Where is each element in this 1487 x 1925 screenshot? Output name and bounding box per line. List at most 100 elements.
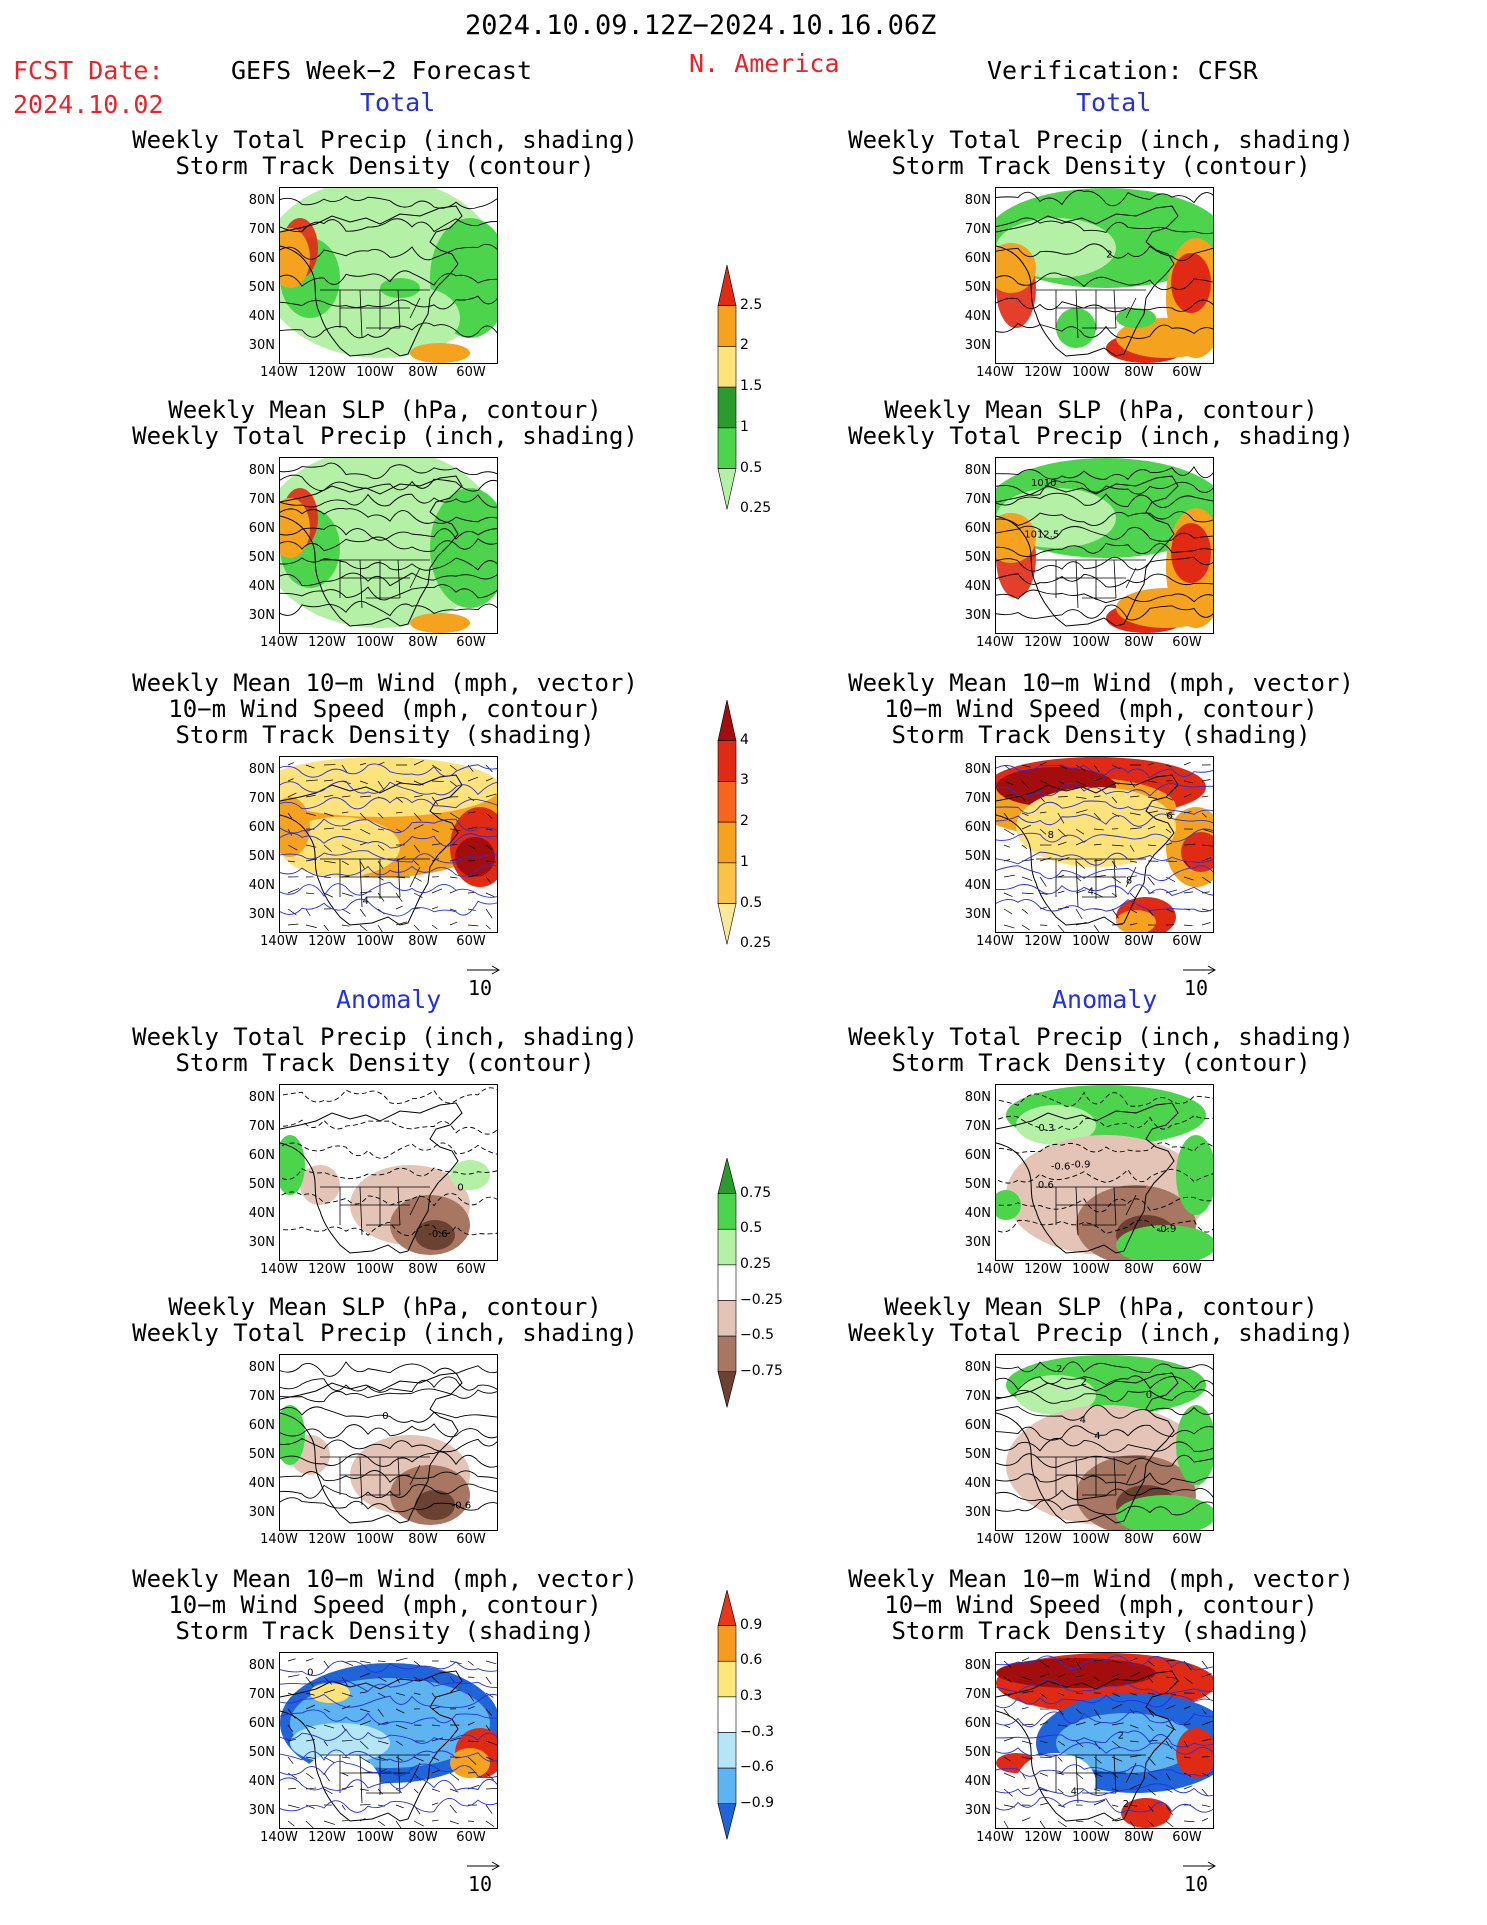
obs-anom-wind-contour-label: 2 [1123,1799,1129,1810]
colorbar-storm_anom-label: −0.6 [740,1759,774,1776]
fc-anom-slp-lat-label: 30N [248,1505,275,1520]
verification-title: Verification: CFSR [987,56,1258,85]
colorbar-precip_total-label: 1.5 [740,378,763,395]
fc-anom-slp-title-line-2: Weekly Total Precip (inch, shading) [132,1319,638,1347]
colorbar-precip_total-label: 2 [740,337,749,354]
obs-total-slp-lon-label: 80W [1124,635,1154,650]
fc-total-wind-lat-label: 40N [248,878,275,893]
obs-anom-precip-lon-label: 60W [1172,1262,1202,1277]
obs-anom-wind-lon-label: 100W [1072,1830,1110,1845]
obs-anom-wind-lon-label: 140W [976,1830,1014,1845]
obs-anom-wind-lon-label: 80W [1124,1830,1154,1845]
obs-total-precip-lat-label: 70N [964,222,991,237]
colorbar-storm_total-label: 2 [740,813,749,830]
fc-total-slp-lat-label: 80N [248,463,275,478]
fc-anom-precip-lon-label: 80W [408,1262,438,1277]
fc-anom-slp-contour-label: -0.6 [452,1500,472,1511]
fc-anom-wind-lon-label: 100W [356,1830,394,1845]
fc-total-slp-lon-label: 80W [408,635,438,650]
fc-total-precip-lat-label: 40N [248,309,275,324]
colorbar-precip_anom [717,1158,737,1408]
fc-total-wind-lat-label: 70N [248,791,275,806]
obs-anom-slp-lat-label: 60N [964,1418,991,1433]
obs-anom-precip-lon-label: 120W [1024,1262,1062,1277]
colorbar-storm_anom-label: −0.3 [740,1723,774,1740]
obs-anom-wind-lat-label: 40N [964,1774,991,1789]
obs-anom-precip-map: -0.6 -0.9 0.3 -0.9 0.6 [995,1084,1214,1261]
fc-anom-slp-title-line-1: Weekly Mean SLP (hPa, contour) [168,1293,602,1321]
obs-total-slp-contour-label: 1012.5 [1024,530,1059,541]
fc-anom-slp-lon-label: 60W [456,1532,486,1547]
fc-total-wind-reference-vector-label: 10 [468,976,493,1000]
obs-total-precip-title-line-2: Storm Track Density (contour) [891,152,1311,180]
fc-anom-precip-lat-label: 30N [248,1235,275,1250]
fc-total-wind-title-line-2: 10−m Wind Speed (mph, contour) [168,695,602,723]
obs-anom-wind-map-graphic: 4 2 2 [996,1653,1213,1828]
obs-total-precip-lon-label: 60W [1172,365,1202,380]
fc-anom-wind-map: 0 [279,1652,498,1829]
fc-anom-precip-lat-label: 50N [248,1177,275,1192]
obs-total-slp-lat-label: 50N [964,550,991,565]
obs-total-wind-lon-label: 80W [1124,934,1154,949]
colorbar-storm_total-label: 3 [740,772,749,789]
obs-total-slp-lon-label: 100W [1072,635,1110,650]
fc-anom-precip-lat-label: 60N [248,1148,275,1163]
obs-anom-precip-title-line-2: Storm Track Density (contour) [891,1049,1311,1077]
fc-anom-wind-lon-label: 60W [456,1830,486,1845]
fc-total-slp-lon-label: 120W [308,635,346,650]
obs-anom-precip-title-line-1: Weekly Total Precip (inch, shading) [848,1023,1354,1051]
fc-anom-wind-reference-vector: 10 [466,1852,502,1896]
colorbar-precip_anom-label: −0.25 [740,1291,783,1308]
obs-total-wind-reference-vector-label: 10 [1184,976,1209,1000]
obs-total-wind-map: 8 8 6 4 [995,756,1214,933]
obs-anom-wind-contour-label: 2 [1118,1731,1124,1742]
fc-anom-slp-contour-label: 0 [382,1411,388,1422]
obs-anom-slp-lat-label: 70N [964,1389,991,1404]
fc-total-precip-lat-label: 30N [248,338,275,353]
colorbar-precip_anom-label: 0.75 [740,1184,772,1201]
obs-total-slp-title-line-1: Weekly Mean SLP (hPa, contour) [884,396,1318,424]
obs-anom-precip-contour-label: -0.9 [1071,1160,1091,1171]
obs-anom-slp-lon-label: 120W [1024,1532,1062,1547]
fc-anom-slp-lat-label: 50N [248,1447,275,1462]
obs-total-wind-map-graphic: 8 8 6 4 [996,757,1213,932]
fc-anom-precip-map-graphic: 0 -0.6 [280,1087,497,1255]
fc-total-precip-lon-label: 100W [356,365,394,380]
colorbar-storm_anom-label: 0.3 [740,1687,763,1704]
obs-total-slp-lat-label: 30N [964,608,991,623]
fc-total-wind-lat-label: 80N [248,762,275,777]
obs-anom-slp-contour-label: 0 [1146,1390,1152,1401]
colorbar-storm_total-label: 4 [740,731,749,748]
obs-total-slp-lon-label: 60W [1172,635,1202,650]
fc-total-precip-lon-label: 140W [260,365,298,380]
fc-total-wind-map: 4 [279,756,498,933]
obs-total-precip-lon-label: 140W [976,365,1014,380]
colorbar-storm_anom [717,1590,737,1840]
colorbar-storm_anom-label: 0.6 [740,1652,763,1669]
fc-anom-precip-map: 0 -0.6 [279,1084,498,1261]
obs-total-slp-lat-label: 80N [964,463,991,478]
obs-anom-precip-map-graphic: -0.6 -0.90.3-0.90.6 [996,1085,1213,1260]
colorbar-precip_anom-label: 0.25 [740,1255,772,1272]
fc-anom-precip-contour-label: 0 [457,1182,463,1193]
obs-total-wind-lon-label: 60W [1172,934,1202,949]
obs-anom-precip-lat-label: 50N [964,1177,991,1192]
obs-anom-slp-lon-label: 140W [976,1532,1014,1547]
colorbar-precip_total-label: 1 [740,418,749,435]
obs-anom-precip-contour-label: 0.3 [1038,1123,1054,1134]
fc-anom-slp-lon-label: 140W [260,1532,298,1547]
obs-anom-precip-lon-label: 80W [1124,1262,1154,1277]
obs-anom-wind-lon-label: 120W [1024,1830,1062,1845]
fc-total-precip-lat-label: 70N [248,222,275,237]
fc-total-wind-lon-label: 120W [308,934,346,949]
fc-anom-precip-lon-label: 100W [356,1262,394,1277]
obs-anom-wind-lat-label: 70N [964,1687,991,1702]
obs-total-slp-contour-label: 1010 [1031,478,1056,489]
obs-anom-slp-lat-label: 80N [964,1360,991,1375]
fc-total-slp-map-graphic [280,458,497,633]
obs-total-precip-lat-label: 30N [964,338,991,353]
fc-total-slp-lon-label: 140W [260,635,298,650]
obs-anom-precip-contour-label: -0.9 [1157,1224,1177,1235]
colorbar-precip_anom-label: 0.5 [740,1220,763,1237]
fc-total-precip-title-line-1: Weekly Total Precip (inch, shading) [132,126,638,154]
